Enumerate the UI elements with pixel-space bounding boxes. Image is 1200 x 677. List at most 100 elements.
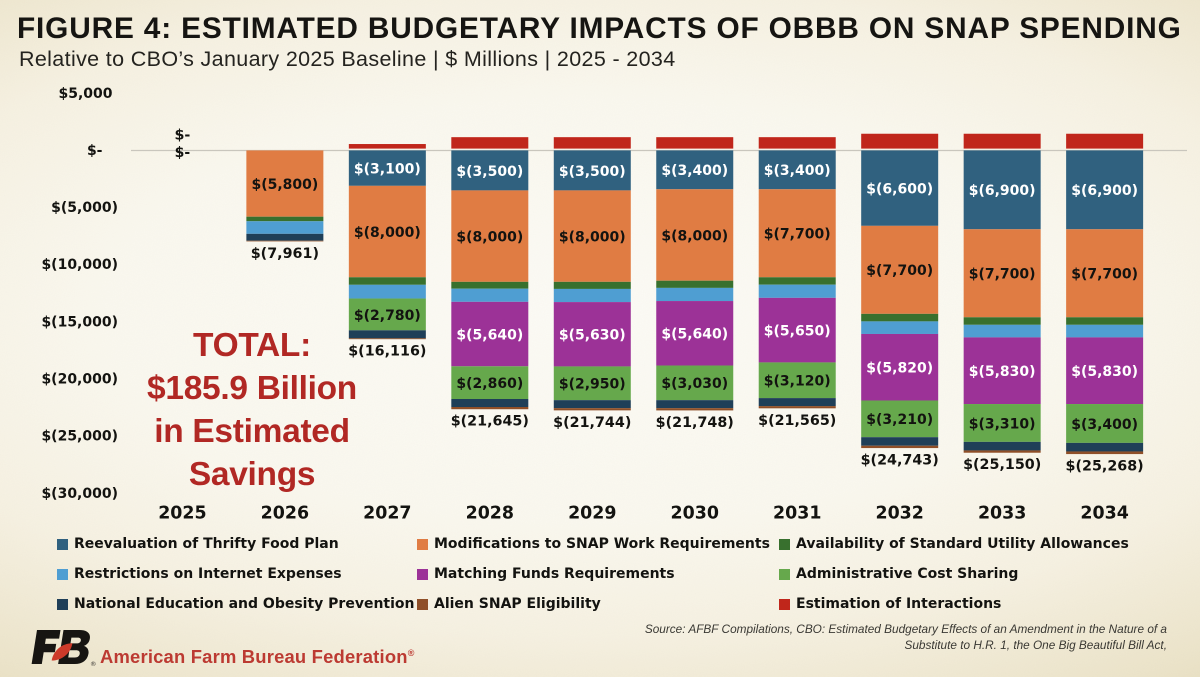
bar-segment[interactable] — [758, 362, 836, 399]
bar-segment[interactable] — [246, 150, 324, 217]
bar-segment[interactable] — [553, 281, 631, 289]
bar-segment[interactable] — [861, 321, 939, 334]
bar-segment[interactable] — [656, 365, 734, 401]
bar-segment[interactable] — [861, 225, 939, 314]
bar-segment[interactable] — [246, 216, 324, 222]
bar-segment[interactable] — [861, 445, 939, 449]
bar-segment[interactable] — [861, 313, 939, 322]
bar-segment[interactable] — [758, 398, 836, 407]
bar-segment[interactable] — [656, 150, 734, 190]
bar-segment[interactable] — [656, 301, 734, 366]
bar-segment[interactable] — [246, 233, 324, 241]
bar-segment[interactable] — [553, 288, 631, 303]
bar-segment[interactable] — [451, 288, 529, 302]
bar-segment[interactable] — [1066, 229, 1144, 318]
bar-segment[interactable] — [861, 133, 939, 149]
bar-segment[interactable] — [1066, 317, 1144, 325]
bar-segment[interactable] — [348, 150, 426, 186]
bar-segment[interactable] — [348, 298, 426, 331]
legend-swatch-icon — [779, 538, 790, 550]
bar-segment[interactable] — [758, 150, 836, 190]
bar-segment[interactable] — [246, 221, 324, 234]
bar-segment[interactable] — [656, 280, 734, 288]
bar-total-label: $(21,565) — [758, 413, 836, 429]
bar-segment[interactable] — [963, 150, 1041, 230]
bar-segment[interactable] — [348, 330, 426, 339]
legend-item: Estimation of Interactions — [779, 596, 1177, 612]
bar-segment[interactable] — [1066, 451, 1144, 455]
bar-segment[interactable] — [1066, 133, 1144, 149]
bar-segment[interactable] — [861, 400, 939, 438]
bar-segment[interactable] — [1066, 150, 1144, 230]
x-axis-year-label: 2031 — [773, 504, 821, 524]
bar-segment[interactable] — [451, 301, 529, 367]
legend-swatch-icon — [57, 538, 68, 550]
legend-swatch-icon — [417, 598, 428, 610]
segment-value-label: $(8,000) — [559, 230, 626, 246]
x-axis-year-label: 2029 — [568, 504, 616, 524]
bar-segment[interactable] — [758, 406, 836, 409]
bar-segment[interactable] — [348, 185, 426, 278]
legend-swatch-icon — [417, 538, 428, 550]
x-axis-year-label: 2033 — [978, 504, 1026, 524]
segment-value-label: $(3,120) — [764, 374, 831, 390]
bar-segment[interactable] — [963, 229, 1041, 318]
bar-segment[interactable] — [451, 366, 529, 400]
bar-segment[interactable] — [553, 366, 631, 401]
bar-segment[interactable] — [553, 302, 631, 367]
bar-segment[interactable] — [963, 441, 1041, 451]
bar-segment[interactable] — [861, 333, 939, 401]
bar-segment[interactable] — [553, 190, 631, 282]
total-savings-line: TOTAL: — [193, 327, 311, 364]
bar-segment[interactable] — [451, 281, 529, 289]
bar-segment[interactable] — [1066, 324, 1144, 338]
bar-segment[interactable] — [963, 337, 1041, 405]
bar-segment[interactable] — [656, 408, 734, 411]
bar-segment[interactable] — [861, 437, 939, 446]
bar-segment[interactable] — [348, 284, 426, 299]
bar-segment[interactable] — [656, 287, 734, 302]
x-axis-year-label: 2032 — [875, 504, 923, 524]
bar-segment[interactable] — [861, 150, 939, 226]
bar-segment[interactable] — [451, 137, 529, 149]
bar-segment[interactable] — [348, 144, 426, 149]
bar-segment[interactable] — [348, 338, 426, 340]
bar-segment[interactable] — [1066, 404, 1144, 443]
bar-segment[interactable] — [246, 240, 324, 242]
bar-total-label: $(25,150) — [963, 457, 1041, 473]
bar-segment[interactable] — [963, 404, 1041, 442]
bar-segment[interactable] — [758, 137, 836, 149]
bar-segment[interactable] — [758, 277, 836, 285]
legend-label: Availability of Standard Utility Allowan… — [796, 536, 1129, 552]
bar-segment[interactable] — [963, 317, 1041, 325]
bar-segment[interactable] — [553, 150, 631, 191]
bar-segment[interactable] — [553, 137, 631, 149]
total-savings-line: Savings — [188, 456, 316, 493]
bar-segment[interactable] — [963, 450, 1041, 453]
bar-segment[interactable] — [451, 150, 529, 191]
bar-segment[interactable] — [553, 408, 631, 411]
fb-monogram-icon — [31, 630, 90, 664]
segment-value-label: $- — [175, 145, 191, 161]
bar-segment[interactable] — [758, 189, 836, 278]
bar-segment[interactable] — [451, 190, 529, 282]
bar-segment[interactable] — [553, 400, 631, 409]
segment-value-label: $(6,900) — [1071, 183, 1138, 199]
bar-segment[interactable] — [963, 324, 1041, 338]
legend-item: Alien SNAP Eligibility — [417, 596, 779, 612]
bar-segment[interactable] — [656, 137, 734, 149]
bar-segment[interactable] — [1066, 442, 1144, 452]
bar-segment[interactable] — [656, 400, 734, 409]
x-axis-year-label: 2030 — [671, 504, 719, 524]
bar-segment[interactable] — [1066, 337, 1144, 405]
legend-label: Administrative Cost Sharing — [796, 566, 1019, 582]
bar-segment[interactable] — [451, 407, 529, 410]
bar-segment[interactable] — [656, 189, 734, 281]
bar-segment[interactable] — [758, 284, 836, 298]
bar-segment[interactable] — [963, 133, 1041, 149]
bar-segment[interactable] — [451, 399, 529, 408]
legend-item: Administrative Cost Sharing — [779, 566, 1177, 582]
segment-value-label: $(6,600) — [866, 182, 933, 198]
bar-segment[interactable] — [348, 277, 426, 285]
bar-segment[interactable] — [758, 297, 836, 363]
